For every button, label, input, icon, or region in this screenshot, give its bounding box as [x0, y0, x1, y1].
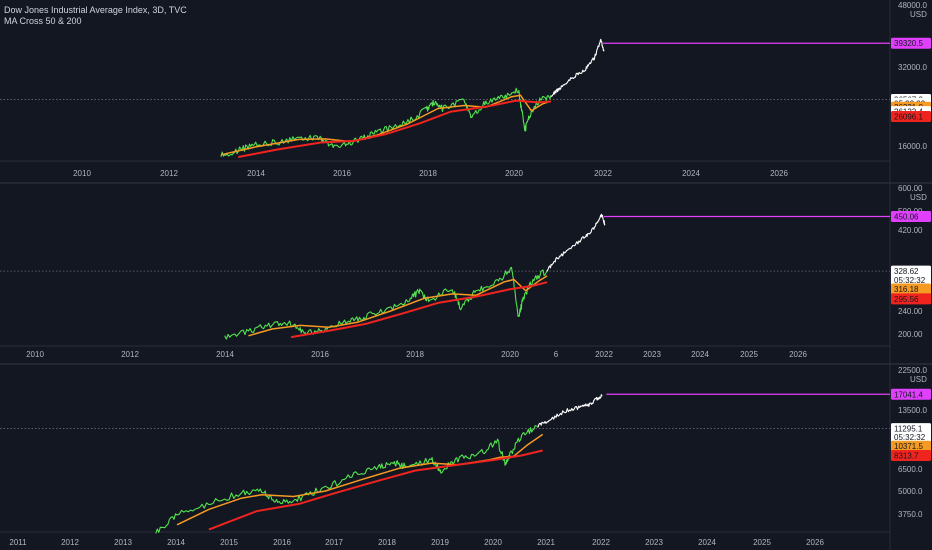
x-tick-label: 2016	[311, 350, 329, 359]
y-tick-label: 5000.0	[898, 487, 923, 496]
chart-panel-3[interactable]: 2011 2012 2013 2014 2015 2016 2017 2018 2019 2020…	[0, 364, 931, 550]
x-tick-label: 2026	[789, 350, 807, 359]
x-tick-label: 2017	[325, 538, 343, 547]
x-tick-label: 2019	[431, 538, 449, 547]
x-tick-label: 2010	[26, 350, 44, 359]
x-tick-label: 2022	[592, 538, 610, 547]
x-tick-label: 6	[554, 350, 559, 359]
x-tick-label: 2023	[645, 538, 663, 547]
price-label: 10371.5	[894, 442, 923, 451]
price-label-box	[891, 293, 931, 305]
x-tick-label: 2012	[160, 169, 178, 178]
x-tick-label: 2015	[220, 538, 238, 547]
y-tick-label: 3750.0	[898, 510, 923, 519]
x-tick-label: 2016	[273, 538, 291, 547]
x-tick-label: 2011	[9, 538, 27, 547]
price-label-box	[891, 283, 931, 295]
price-label: 05:32:32	[894, 433, 926, 442]
x-tick-label: 2012	[61, 538, 79, 547]
price-label: 316.18	[894, 285, 919, 294]
x-tick-label: 2024	[698, 538, 716, 547]
x-tick-label: 2023	[643, 350, 661, 359]
x-tick-label: 2014	[247, 169, 265, 178]
x-tick-label: 2018	[406, 350, 424, 359]
price-label: 26096.1	[894, 112, 923, 121]
chart-panel-1[interactable]: 2010 2012 2014 2016 2018 2020 2022 2024 2026 4800…	[0, 0, 932, 184]
series-line-projection[interactable]	[550, 38, 605, 98]
x-tick-label: 2016	[333, 169, 351, 178]
series-line-projection[interactable]	[546, 213, 606, 272]
series-line-ma50[interactable]	[248, 275, 548, 337]
x-tick-label: 2020	[501, 350, 519, 359]
series-line-price[interactable]	[220, 87, 552, 158]
series-line-ma50[interactable]	[220, 94, 552, 156]
price-label: 17041.4	[894, 390, 923, 399]
price-label-box	[891, 440, 931, 452]
x-tick-label: 2012	[121, 350, 139, 359]
price-label-box	[891, 37, 931, 49]
y-tick-label: 48000.0	[898, 1, 927, 10]
x-tick-label: 2022	[594, 169, 612, 178]
y-tick-label: 22500.0	[898, 366, 927, 375]
price-label-box	[891, 110, 931, 122]
price-label: 328.62	[894, 267, 919, 276]
price-label: 8313.7	[894, 452, 919, 461]
price-label-box	[891, 265, 931, 277]
y-tick-label: 16000.0	[898, 142, 927, 151]
series-line-price[interactable]	[224, 266, 548, 340]
y-tick-label: 6500.0	[898, 465, 923, 474]
indicator-label[interactable]: MA Cross 50 & 200	[4, 16, 82, 26]
y-tick-label: 600.00	[898, 184, 923, 193]
price-label: 11295.1	[894, 425, 923, 434]
y-tick-label: 420.00	[898, 226, 923, 235]
x-tick-label: 2014	[167, 538, 185, 547]
x-tick-label: 2026	[770, 169, 788, 178]
x-tick-label: 2020	[505, 169, 523, 178]
price-label: 39320.5	[894, 39, 923, 48]
x-tick-label: 2024	[691, 350, 709, 359]
x-tick-label: 2025	[740, 350, 758, 359]
y-unit-label: USD	[910, 10, 927, 19]
price-label: 295.56	[894, 295, 919, 304]
series-line-ma50[interactable]	[176, 433, 544, 526]
chart-title: Dow Jones Industrial Average Index, 3D, …	[4, 5, 187, 15]
price-label-box	[891, 423, 931, 435]
price-label-box	[891, 274, 931, 286]
price-label-box	[891, 450, 931, 462]
series-line-projection[interactable]	[537, 394, 603, 428]
y-tick-label: 200.00	[898, 330, 923, 339]
x-tick-label: 2024	[682, 169, 700, 178]
x-tick-label: 2020	[484, 538, 502, 547]
x-tick-label: 2013	[114, 538, 132, 547]
y-tick-label: 240.00	[898, 307, 923, 316]
series-line-price[interactable]	[155, 425, 538, 534]
series-line-ma200[interactable]	[208, 449, 543, 531]
y-tick-label: 32000.0	[898, 63, 927, 72]
y-unit-label: USD	[910, 193, 927, 202]
price-label: 450.06	[894, 212, 919, 221]
y-unit-label: USD	[910, 375, 927, 384]
x-tick-label: 2025	[753, 538, 771, 547]
x-tick-label: 2018	[419, 169, 437, 178]
y-tick-label: 13500.0	[898, 406, 927, 415]
x-tick-label: 2022	[595, 350, 613, 359]
x-tick-label: 2018	[378, 538, 396, 547]
x-tick-label: 2021	[537, 538, 555, 547]
x-tick-label: 2010	[73, 169, 91, 178]
chart-panel-2[interactable]: 2010 2012 2014 2016 2018 2020 6 2022 2023 2024 202…	[0, 183, 932, 365]
x-tick-label: 2014	[216, 350, 234, 359]
series-line-ma200[interactable]	[238, 99, 551, 158]
series-line-ma200[interactable]	[290, 281, 548, 339]
price-label-box	[891, 388, 931, 400]
price-label-box	[891, 431, 931, 443]
price-label: 05:32:32	[894, 276, 926, 285]
price-label-box	[891, 210, 931, 222]
x-tick-label: 2026	[806, 538, 824, 547]
